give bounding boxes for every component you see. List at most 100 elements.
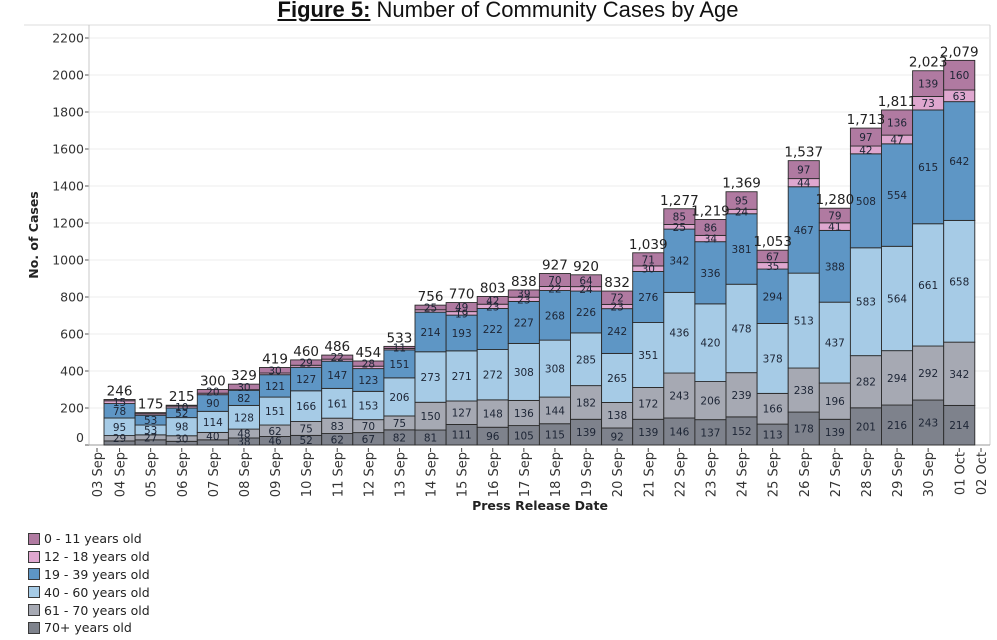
legend-item-40-60[interactable]: 40 - 60 years old <box>28 583 150 601</box>
segment-value-label: 22 <box>548 283 561 295</box>
segment-value-label: 265 <box>607 373 627 385</box>
bar-segment <box>849 355 882 409</box>
segment-value-label: 63 <box>953 91 966 103</box>
segment-value-label: 98 <box>175 422 188 434</box>
segment-value-label: 42 <box>859 145 872 157</box>
legend-item-12-18[interactable]: 12 - 18 years old <box>28 548 150 566</box>
bar-total-label: 1,369 <box>722 176 761 192</box>
bars <box>103 59 976 446</box>
segment-value-label: 96 <box>486 431 500 443</box>
segment-value-label: 23 <box>486 301 499 313</box>
bar-segment <box>725 416 758 446</box>
segment-value-label: 268 <box>545 310 565 322</box>
bar-segment <box>290 390 323 422</box>
segment-value-label: 105 <box>514 430 534 442</box>
bar-total-label: 1,713 <box>847 112 886 128</box>
segment-value-label: 97 <box>797 165 810 177</box>
segment-value-label: 139 <box>825 427 845 439</box>
bar-segment <box>756 268 789 324</box>
bar-segment <box>849 247 882 357</box>
segment-value-label: 81 <box>424 433 437 445</box>
segment-value-label: 53 <box>144 415 157 427</box>
x-tick-label: 25 Sep <box>767 452 782 497</box>
segment-value-label: 206 <box>389 392 409 404</box>
segment-value-label: 11 <box>393 342 406 354</box>
bar-segment <box>352 390 385 421</box>
x-tick-label: 20 Sep <box>611 452 626 497</box>
segment-value-label: 127 <box>452 408 472 420</box>
bar-total-label: 419 <box>262 351 288 367</box>
bar-total-label: 1,811 <box>878 94 917 110</box>
bar-segment <box>414 401 447 431</box>
bar-segment <box>881 404 914 446</box>
segment-value-label: 30 <box>175 434 188 446</box>
bar-segment <box>445 314 478 352</box>
segment-value-label: 381 <box>732 244 752 256</box>
chart-title-text: Number of Community Cases by Age <box>376 0 739 22</box>
segment-value-label: 148 <box>483 409 503 421</box>
segment-value-label: 136 <box>514 408 534 420</box>
bar-segment <box>818 229 851 303</box>
y-tick-label: 2000 <box>52 68 84 83</box>
bar-segment <box>787 367 820 413</box>
segment-value-label: 25 <box>673 222 686 234</box>
segment-value-label: 243 <box>918 418 938 430</box>
x-tick-label: 16 Sep <box>487 452 502 497</box>
segment-value-label: 147 <box>327 370 347 382</box>
bar-segment <box>538 290 571 341</box>
legend-item-0-11[interactable]: 0 - 11 years old <box>28 530 150 548</box>
segment-value-label: 166 <box>296 401 316 413</box>
bar-total-label: 1,537 <box>784 145 823 161</box>
legend-item-70-plus[interactable]: 70+ years old <box>28 619 150 637</box>
bar-segment <box>507 300 540 344</box>
segment-value-label: 336 <box>700 268 720 280</box>
bar-total-label: 1,039 <box>629 237 668 253</box>
segment-value-label: 52 <box>299 435 312 447</box>
segment-value-label: 478 <box>732 323 752 335</box>
bar-segment <box>632 271 665 323</box>
legend-swatch <box>28 604 40 617</box>
segment-value-label: 47 <box>890 134 903 146</box>
bar-total-label: 175 <box>138 397 164 413</box>
legend-label: 70+ years old <box>44 620 132 636</box>
y-tick-label: 1400 <box>52 179 84 194</box>
bar-segment <box>725 283 758 374</box>
segment-value-label: 214 <box>949 420 969 432</box>
x-tick-label: 05 Sep <box>145 452 160 497</box>
segment-value-label: 113 <box>763 430 783 442</box>
segment-value-label: 30 <box>237 382 250 394</box>
segment-value-label: 75 <box>299 423 312 435</box>
segment-value-label: 82 <box>393 432 406 444</box>
bar-total-label: 533 <box>387 330 413 346</box>
x-tick-label: 12 Sep <box>362 452 377 497</box>
segment-value-label: 70 <box>548 275 561 287</box>
x-tick-label: 24 Sep <box>736 452 751 497</box>
x-tick-label: 27 Sep <box>829 452 844 497</box>
legend-swatch <box>28 586 40 599</box>
segment-value-label: 46 <box>268 436 282 448</box>
segment-value-label: 508 <box>856 196 876 208</box>
legend: 0 - 11 years old 12 - 18 years old 19 - … <box>28 530 150 637</box>
bar-segment <box>321 360 354 389</box>
bar-segment <box>725 191 758 210</box>
segment-value-label: 137 <box>700 427 720 439</box>
x-tick-label: 09 Sep <box>269 452 284 497</box>
segment-value-label: 227 <box>514 317 534 329</box>
y-tick-label: 400 <box>60 364 84 379</box>
chart-title: Figure 5: Number of Community Cases by A… <box>0 0 997 23</box>
segment-value-label: 123 <box>358 375 378 387</box>
x-tick-label: 17 Sep <box>518 452 533 497</box>
segment-value-label: 29 <box>113 433 126 445</box>
segment-value-label: 150 <box>421 411 441 423</box>
bar-segment <box>943 341 976 406</box>
segment-value-label: 206 <box>700 396 720 408</box>
segment-value-label: 38 <box>237 436 250 448</box>
bar-segment <box>632 387 665 420</box>
bar-segment <box>756 392 789 425</box>
legend-item-61-70[interactable]: 61 - 70 years old <box>28 601 150 619</box>
bar-segment <box>694 241 727 305</box>
bar-total-label: 486 <box>324 339 350 355</box>
legend-item-19-39[interactable]: 19 - 39 years old <box>28 566 150 584</box>
segment-value-label: 642 <box>949 156 969 168</box>
bar-segment <box>787 272 820 369</box>
